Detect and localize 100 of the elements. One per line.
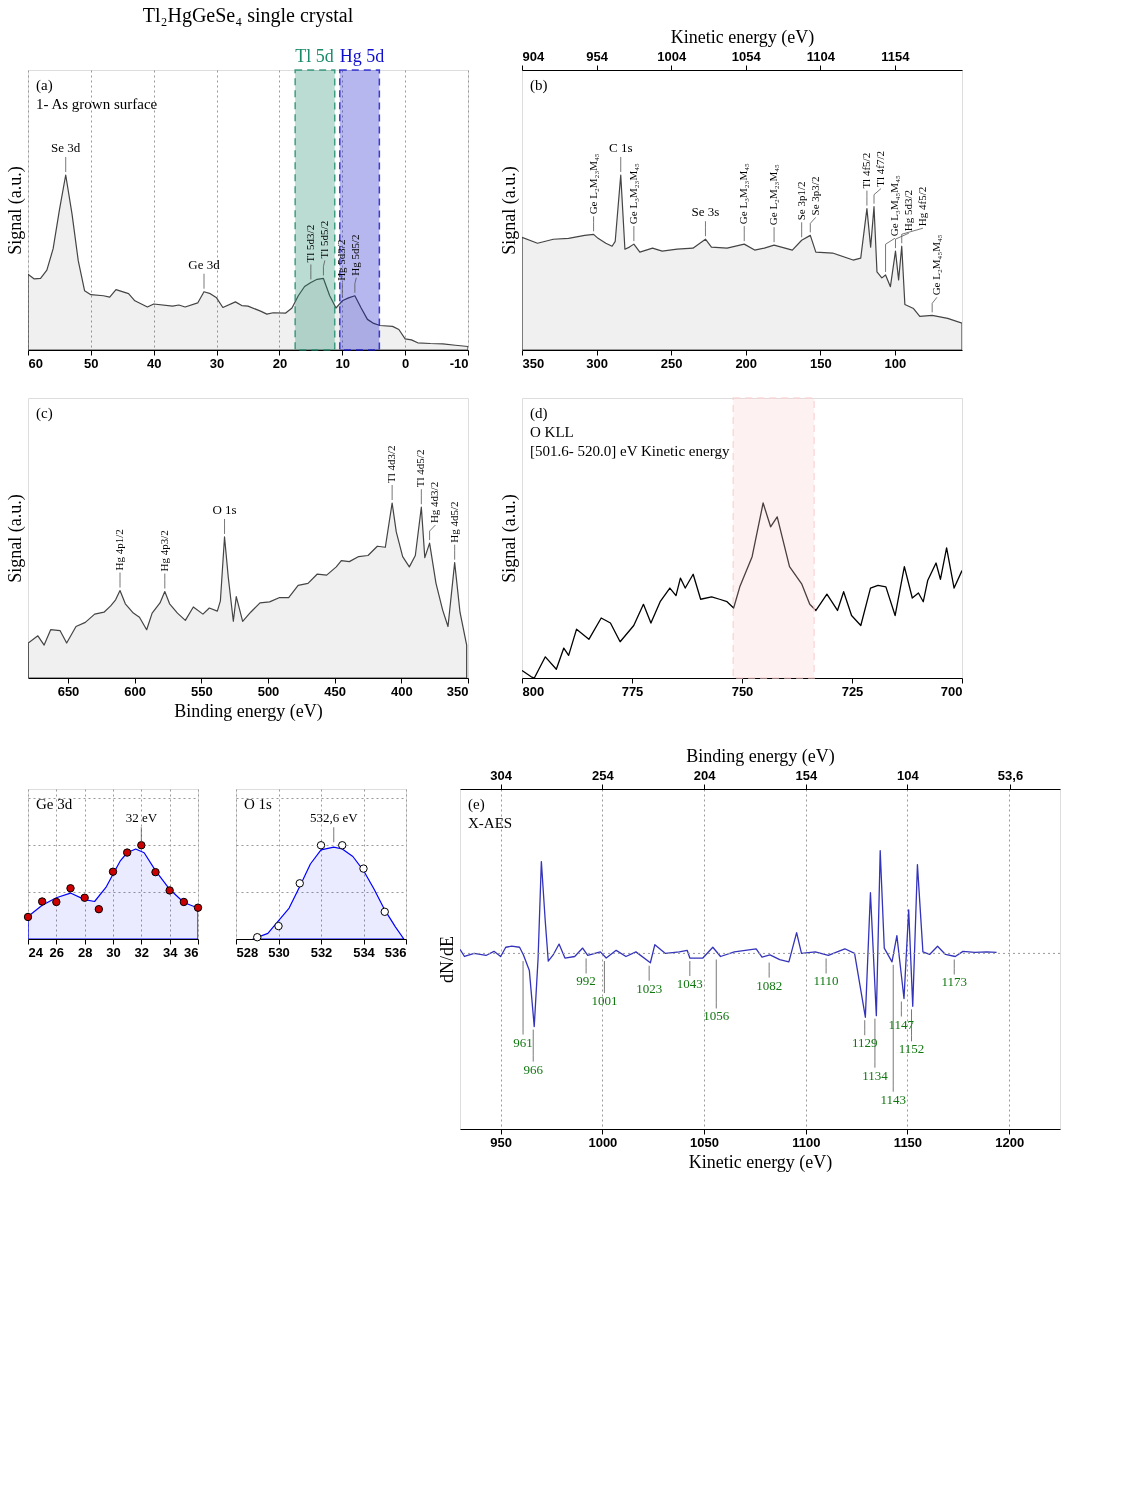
x-tick-label: 528 (236, 944, 259, 960)
x-tick-label: 26 (49, 944, 65, 960)
x-tick-label: 1000 (588, 1134, 618, 1150)
annotation: Hg 4f5/2 (915, 186, 928, 227)
x-tick-label: 530 (268, 944, 290, 960)
annotation: Tl 4f5/2 (859, 152, 872, 189)
annotation: Tl 5d3/2 (303, 224, 316, 263)
text: O KLL (530, 424, 574, 440)
annotation: 992 (576, 973, 596, 989)
annotation: Hg 5d3/2 (335, 239, 348, 281)
annotation: 1043 (676, 976, 703, 992)
text: O 1s (244, 796, 273, 812)
annotation: Hg 5d3/2 (901, 189, 914, 232)
annotation: 1001 (591, 993, 618, 1009)
x2-tick-label: 1004 (657, 48, 687, 64)
x2-tick-label: 954 (586, 48, 609, 64)
x-tick-label: 36 (184, 944, 199, 960)
x2-tick-label: 1154 (881, 48, 911, 64)
y-axis-title: Signal (a.u.) (4, 494, 26, 583)
annotation: 1082 (756, 977, 783, 993)
annotation: Se 3p1/2 (794, 181, 807, 221)
annotation: Ge L₃M₂₃M₄₅ (737, 162, 750, 225)
x2-tick-label: 204 (693, 767, 717, 783)
x-tick-label: 200 (735, 355, 758, 371)
x-tick-label: 34 (162, 944, 179, 960)
x-tick-label: 250 (660, 355, 683, 371)
x2-tick-label: 53,6 (997, 767, 1024, 783)
x-tick-label: 750 (731, 683, 754, 699)
annotation: Ge L₃M₂₃M₄₅ (626, 162, 639, 225)
x-tick-label: 500 (257, 683, 280, 699)
annotation: Tl 4d5/2 (414, 449, 427, 488)
x2-tick-label: 904 (522, 48, 545, 64)
text: (d) (530, 405, 548, 422)
x-tick-label: -10 (449, 355, 469, 371)
annotation: 966 (523, 1061, 544, 1077)
x-tick-label: 30 (106, 944, 121, 960)
x-tick-label: 650 (57, 683, 80, 699)
x-tick-label: 450 (324, 683, 347, 699)
annotation: 1152 (898, 1041, 925, 1057)
annotation: Hg 4d5/2 (447, 501, 460, 543)
x-tick-label: 20 (272, 355, 288, 371)
x-tick-label: 300 (586, 355, 608, 371)
x-tick-label: 400 (390, 683, 413, 699)
x-tick-label: 950 (490, 1134, 513, 1150)
x2-axis-title: Kinetic energy (eV) (670, 26, 815, 48)
y-axis-title: dN/dE (436, 936, 457, 983)
text: (b) (530, 77, 548, 94)
annotation: 532,6 eV (309, 810, 359, 826)
x-axis-title: Binding energy (eV) (174, 700, 323, 722)
text: (e) (468, 796, 485, 813)
x-tick-label: 28 (77, 944, 93, 960)
annotation: Se 3s (691, 204, 720, 220)
x-tick-label: 700 (940, 683, 963, 699)
x-tick-label: 10 (335, 355, 351, 371)
x-tick-label: 100 (884, 355, 907, 371)
y-axis-title: Signal (a.u.) (498, 494, 520, 583)
annotation: O 1s (212, 501, 237, 517)
text: 1- As grown surface (36, 96, 158, 112)
annotation: Ge L₃M₄₅M₄₅ (887, 175, 900, 237)
x2-tick-label: 254 (592, 767, 615, 783)
x2-tick-label: 304 (490, 767, 513, 783)
x-tick-label: 1100 (792, 1134, 821, 1150)
x-tick-label: 60 (28, 355, 43, 371)
annotation: 1056 (703, 1008, 730, 1024)
y-axis-title: Signal (a.u.) (498, 166, 520, 255)
annotation: 1173 (941, 974, 967, 990)
annotation: 1023 (636, 980, 663, 996)
annotation: Hg 4d3/2 (428, 481, 441, 524)
x-tick-label: 350 (446, 683, 469, 699)
annotation: Ge 3d (188, 256, 221, 272)
text: (a) (36, 77, 53, 94)
annotation: 32 eV (125, 810, 158, 826)
x-tick-label: 30 (209, 355, 225, 371)
x-tick-label: 50 (84, 355, 99, 371)
band-label: Tl 5d (295, 46, 334, 66)
x2-tick-label: 104 (897, 767, 920, 783)
annotation: Tl 5d5/2 (317, 220, 330, 259)
y-axis-title: Signal (a.u.) (4, 166, 26, 255)
annotation: 1143 (880, 1091, 906, 1107)
x-tick-label: 532 (310, 944, 333, 960)
annotation: Ge L₂M₂₃M₄₅ (767, 163, 780, 226)
annotation: Ge L₂M₂₃M₄₅ (586, 153, 599, 215)
x-tick-label: 40 (146, 355, 162, 371)
x-tick-label: 534 (353, 944, 376, 960)
x-tick-label: 24 (28, 944, 44, 960)
annotation: Tl 4f7/2 (873, 150, 886, 187)
x2-tick-label: 1104 (806, 48, 836, 64)
annotation: Hg 4p3/2 (157, 530, 170, 572)
annotation: Ge L₂M₄₅M₄₅ (929, 234, 942, 296)
annotation: Hg 4p1/2 (113, 529, 125, 571)
x-tick-label: 536 (384, 944, 407, 960)
x-tick-label: 600 (124, 683, 147, 699)
x2-tick-label: 1054 (731, 48, 762, 64)
text: [501.6- 520.0] eV Kinetic energy (530, 443, 730, 459)
annotation: 1134 (862, 1067, 889, 1083)
x-tick-label: 775 (621, 683, 644, 699)
annotation: 1110 (813, 973, 839, 989)
chart-title: Tl₂HgGeSe₄ single crystal (142, 4, 354, 27)
annotation: Se 3d (51, 140, 81, 155)
annotation: C 1s (609, 140, 633, 155)
